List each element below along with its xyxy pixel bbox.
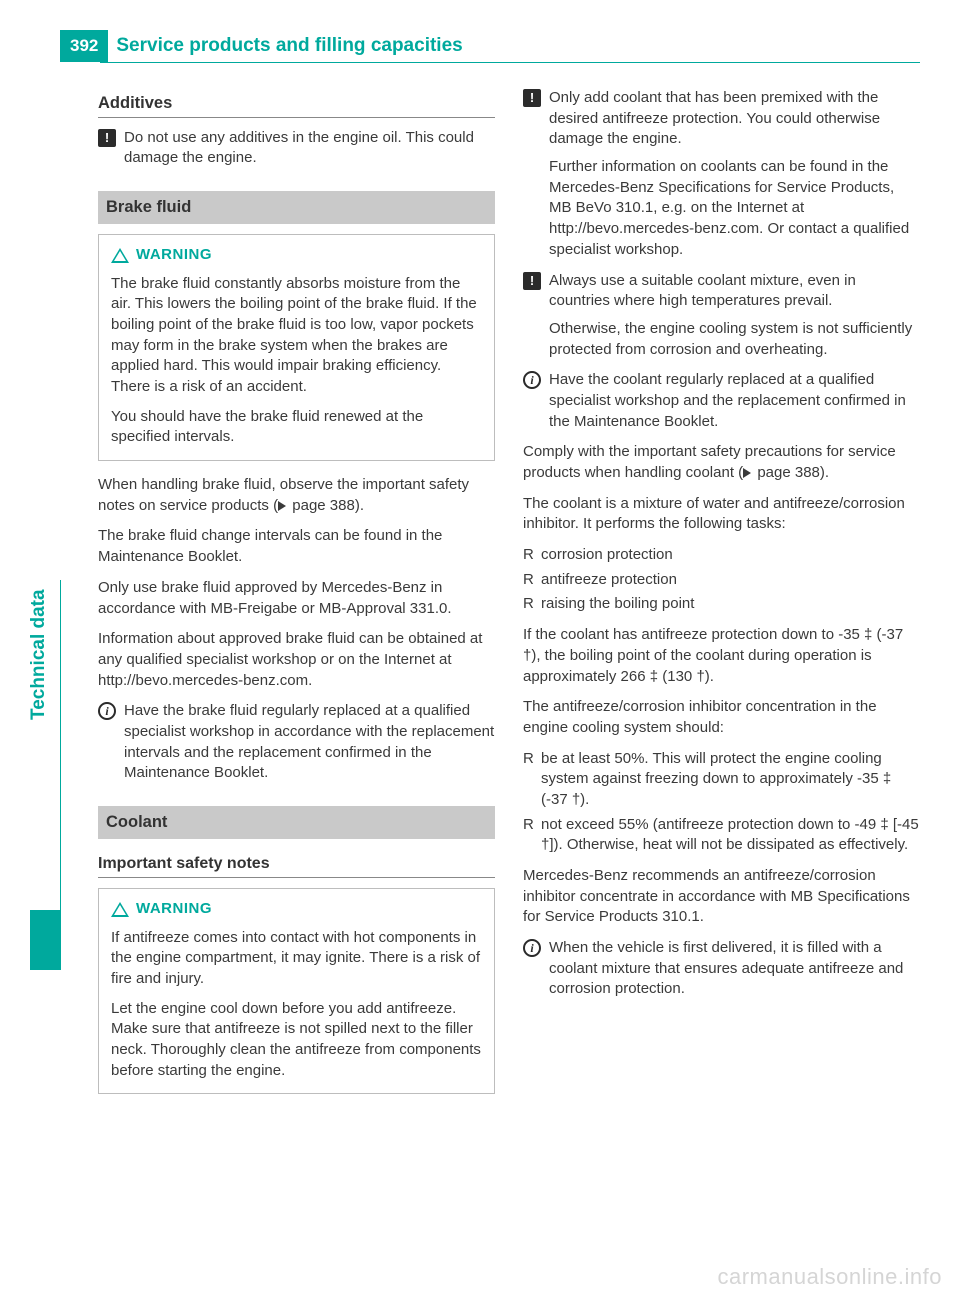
content-columns: Additives ! Do not use any additives in … <box>98 88 920 1242</box>
heading-coolant: Coolant <box>98 806 495 839</box>
exclamation-icon: ! <box>98 129 116 147</box>
warning-text: The brake fluid constantly absorbs moist… <box>111 274 482 398</box>
warning-text: If antifreeze comes into contact with ho… <box>111 928 482 990</box>
body-text: Comply with the important safety precaut… <box>523 442 920 483</box>
warning-triangle-icon <box>111 902 129 917</box>
warning-head: WARNING <box>111 245 482 266</box>
note-text: Do not use any additives in the engine o… <box>124 128 495 169</box>
side-tab-rule <box>60 580 61 970</box>
body-text: The brake fluid change intervals can be … <box>98 526 495 567</box>
bullet-list-concentration: be at least 50%. This will protect the e… <box>523 749 920 856</box>
page-title: Service products and filling capacities <box>116 35 462 57</box>
note-text: When the vehicle is first delivered, it … <box>549 938 920 1000</box>
body-text: Only use brake fluid approved by Mercede… <box>98 578 495 619</box>
note-text: Only add coolant that has been premixed … <box>549 88 920 261</box>
body-text: The antifreeze/corrosion inhibitor conce… <box>523 697 920 738</box>
page-header: 392 Service products and filling capacit… <box>60 30 920 62</box>
body-text: When handling brake fluid, observe the i… <box>98 475 495 516</box>
heading-additives: Additives <box>98 92 495 118</box>
warning-head: WARNING <box>111 899 482 920</box>
warning-text: You should have the brake fluid renewed … <box>111 407 482 448</box>
warning-text: Let the engine cool down before you add … <box>111 999 482 1082</box>
bullet-list-tasks: corrosion protection antifreeze protecti… <box>523 545 920 615</box>
info-icon: i <box>523 939 541 957</box>
note-text: Always use a suitable coolant mixture, e… <box>549 271 920 361</box>
warning-brake: WARNING The brake fluid constantly absor… <box>98 234 495 461</box>
note-additives: ! Do not use any additives in the engine… <box>98 128 495 169</box>
warning-label: WARNING <box>136 899 212 920</box>
list-item: raising the boiling point <box>523 594 920 615</box>
info-coolant-replace: i Have the coolant regularly replaced at… <box>523 370 920 432</box>
page-number: 392 <box>60 30 108 62</box>
side-tab-block <box>30 910 60 970</box>
note-coolant-mixture: ! Always use a suitable coolant mixture,… <box>523 271 920 361</box>
warning-coolant: WARNING If antifreeze comes into contact… <box>98 888 495 1095</box>
info-icon: i <box>523 371 541 389</box>
body-text: The coolant is a mixture of water and an… <box>523 494 920 535</box>
exclamation-icon: ! <box>523 89 541 107</box>
info-first-delivery: i When the vehicle is first delivered, i… <box>523 938 920 1000</box>
page-ref-icon <box>278 501 286 511</box>
info-icon: i <box>98 702 116 720</box>
exclamation-icon: ! <box>523 272 541 290</box>
body-text: Mercedes-Benz recommends an antifreeze/c… <box>523 866 920 928</box>
list-item: be at least 50%. This will protect the e… <box>523 749 920 811</box>
info-brake: i Have the brake fluid regularly replace… <box>98 701 495 784</box>
list-item: antifreeze protection <box>523 570 920 591</box>
watermark: carmanualsonline.info <box>717 1264 942 1290</box>
header-rule <box>100 62 920 63</box>
warning-label: WARNING <box>136 245 212 266</box>
list-item: not exceed 55% (antifreeze protection do… <box>523 815 920 856</box>
page-ref-icon <box>743 468 751 478</box>
subheading-safety-notes: Important safety notes <box>98 853 495 878</box>
note-text: Have the brake fluid regularly replaced … <box>124 701 495 784</box>
heading-brake-fluid: Brake fluid <box>98 191 495 224</box>
note-text: Have the coolant regularly replaced at a… <box>549 370 920 432</box>
body-text: Information about approved brake fluid c… <box>98 629 495 691</box>
side-tab-label: Technical data <box>28 589 50 720</box>
list-item: corrosion protection <box>523 545 920 566</box>
body-text: If the coolant has antifreeze protection… <box>523 625 920 687</box>
note-coolant-premix: ! Only add coolant that has been premixe… <box>523 88 920 261</box>
warning-triangle-icon <box>111 248 129 263</box>
